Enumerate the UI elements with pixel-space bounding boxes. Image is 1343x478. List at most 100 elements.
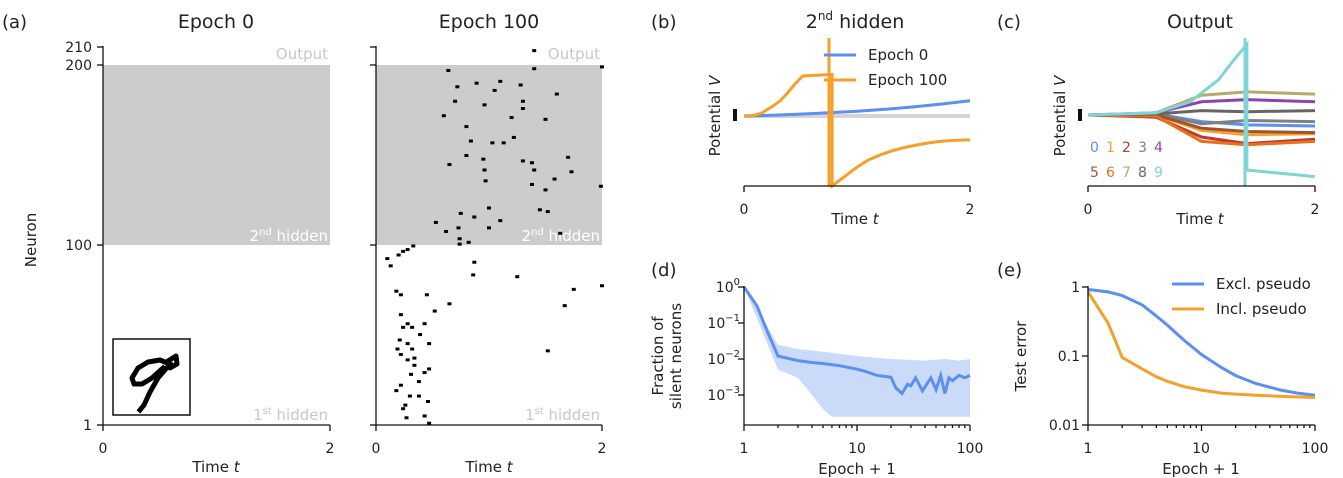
spike-point [532, 67, 537, 71]
spike-point [405, 248, 410, 252]
series-line-0 [743, 99, 971, 118]
legend-digit-0: 0 [1090, 140, 1099, 156]
silent-fraction-band [744, 287, 970, 417]
spike-point [416, 394, 421, 398]
y-tick-label: 200 [65, 58, 92, 74]
spike-point [458, 211, 463, 215]
legend-label-excl: Excl. pseudo [1216, 275, 1311, 293]
x-tick-label: 100 [957, 441, 984, 457]
spike-point [509, 116, 514, 120]
digit-stroke [129, 353, 180, 414]
legend-label-epoch100: Epoch 100 [868, 71, 947, 89]
legend-digit-8: 8 [1138, 165, 1147, 181]
spike-point [543, 188, 548, 192]
reset-marker [1078, 109, 1082, 121]
spike-point [481, 157, 486, 161]
panel-label-b: (b) [651, 12, 676, 33]
x-tick-label: 1 [1084, 441, 1093, 457]
spike-point [404, 416, 409, 420]
legend-digit-7: 7 [1122, 165, 1131, 181]
spike-point [532, 49, 537, 53]
spike-point [394, 389, 399, 393]
legend-e: Excl. pseudo Incl. pseudo [1172, 275, 1311, 318]
y-tick-label: 1 [1071, 280, 1080, 296]
spike-point [457, 237, 462, 241]
legend-digit-9: 9 [1154, 165, 1163, 181]
x-tick-label: 0 [99, 441, 108, 457]
spike-point [405, 358, 410, 362]
spike-point [398, 293, 403, 297]
spike-point [456, 226, 461, 230]
series-line-1 [1086, 291, 1316, 399]
spike-point [566, 155, 571, 159]
spike-point [511, 135, 516, 139]
x-axis-label: Time t [464, 458, 513, 476]
spike-point [427, 367, 432, 371]
layer-band-hidden2-output [376, 65, 602, 245]
y-tick-label: 10−3 [707, 385, 740, 404]
spike-point [487, 226, 491, 230]
title-epoch0: Epoch 0 [178, 11, 254, 33]
title-hidden2: 2nd hidden [806, 9, 905, 33]
spike-point [453, 99, 458, 103]
layer-label-output: Output [276, 45, 328, 63]
spike-point [472, 215, 477, 219]
y-tick-label: 0.1 [1058, 349, 1080, 365]
spike-point [571, 287, 576, 291]
spike-point [543, 117, 548, 121]
x-axis-label: Epoch + 1 [1162, 460, 1240, 478]
spike-points [385, 49, 604, 425]
y-tick-label: 100 [65, 238, 92, 254]
spike-point [427, 342, 432, 346]
spike-point [537, 208, 542, 212]
spike-point [401, 325, 406, 329]
spike-point [515, 275, 520, 279]
x-tick-label: 1 [740, 441, 749, 457]
panel-d-silent-fraction: 100 10−1 10−2 10−3 1 10 100 Epoch + 1 Fr… [649, 277, 983, 478]
spike-point [398, 383, 403, 387]
spike-point [447, 163, 452, 167]
spike-point [552, 177, 557, 181]
spike-point [385, 257, 390, 261]
spike-point [397, 338, 402, 342]
spike-point [600, 65, 604, 69]
spike-point [409, 372, 414, 376]
input-digit-thumbnail [112, 338, 191, 416]
spike-point [545, 349, 550, 353]
y-tick-label: 10−2 [707, 349, 740, 368]
spike-point [498, 79, 503, 83]
spike-point [474, 81, 479, 85]
spike-point [600, 284, 604, 288]
x-tick-label: 0 [372, 441, 381, 457]
spike-point [483, 179, 488, 183]
spike-point [498, 219, 503, 223]
spike-point [520, 159, 525, 163]
y-tick-label: 10−1 [707, 313, 740, 332]
x-tick-label: 0 [740, 202, 749, 218]
spike-point [446, 69, 451, 73]
spike-point [427, 421, 432, 425]
x-axis-label: Time t [1175, 210, 1224, 228]
spike-point [492, 88, 497, 92]
y-axis-label-line1: Fraction of [649, 316, 667, 396]
layer-label-output: Output [548, 45, 600, 63]
legend-digit-2: 2 [1122, 140, 1131, 156]
spike-point [518, 83, 523, 87]
spike-point [405, 322, 410, 326]
spike-point [447, 302, 452, 306]
spike-point [425, 399, 430, 403]
spike-point [422, 371, 427, 375]
x-axis-label: Epoch + 1 [818, 460, 896, 478]
x-axis-label: Time t [191, 458, 240, 476]
series-line-1 [743, 72, 971, 190]
ticks-d [738, 286, 971, 431]
panel-label-c: (c) [997, 12, 1021, 33]
y-tick-label: 100 [716, 277, 740, 296]
spike-point [410, 347, 415, 351]
spike-point [407, 394, 412, 398]
spike-point [432, 309, 437, 313]
x-tick-label: 10 [1192, 441, 1210, 457]
legend-digit-5: 5 [1090, 165, 1099, 181]
spike-point [396, 253, 401, 257]
y-tick-label: 210 [65, 40, 92, 56]
